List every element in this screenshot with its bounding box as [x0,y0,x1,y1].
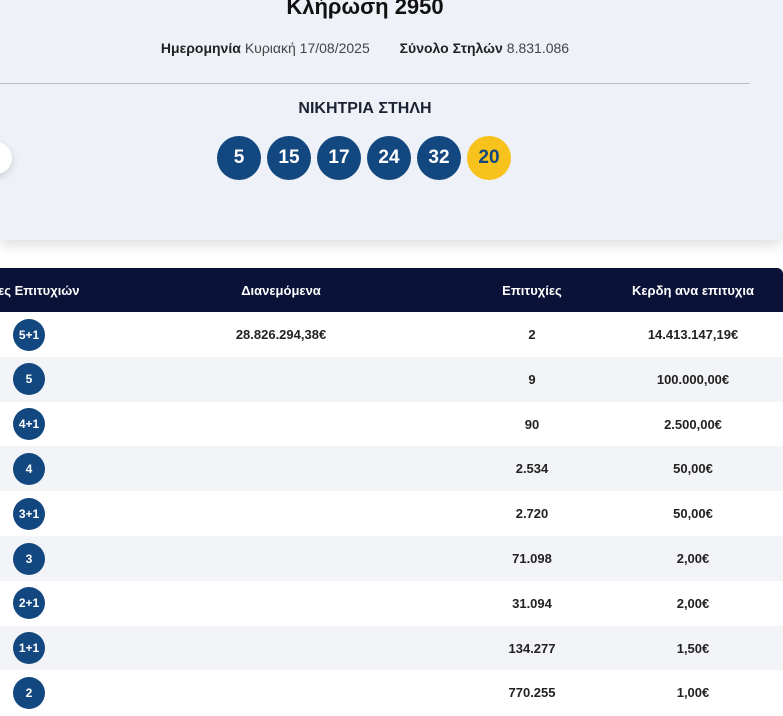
winners: 134.277 [508,640,556,656]
table-header [0,268,783,312]
category-badge: 5 [13,363,45,396]
prize: 2,00€ [676,551,710,566]
category-badge: 5+1 [13,318,45,351]
ball: 15 [267,136,311,180]
total: 8.831.086 [506,40,570,56]
date-label: Ημερομηνία [160,40,241,56]
column-header: Κερδη ανα επιτυχια [631,283,755,298]
winners: 770.255 [508,685,556,701]
winners: 2 [528,327,536,342]
column-header: ορίες Επιτυχιών [0,283,80,298]
nav-button[interactable] [0,142,12,174]
table-row [0,312,783,357]
divider [0,83,750,84]
category-badge: 1+1 [13,632,45,665]
ball: 24 [367,136,411,180]
ball: 32 [417,136,461,180]
prize: 14.413.147,19€ [647,327,739,342]
prize: 50,00€ [673,461,713,477]
table-row [0,356,783,402]
table-row [0,580,783,626]
meta: Ημερομηνία Κυριακή 17/08/2025 Σύνολο Στηλ… [0,40,730,56]
winners: 9 [528,371,536,387]
category-badge: 2 [13,676,45,709]
winners: 2.720 [515,506,549,522]
column-header: Επιτυχίες [502,283,562,298]
prize: 2,00€ [676,595,710,611]
column-header: Διανεμόμενα [241,283,321,298]
prize: 1,50€ [676,640,710,656]
winners: 90 [524,416,540,432]
category-badge: 3+1 [13,497,45,530]
date: Κυριακή 17/08/2025 [244,40,370,56]
table-row [0,491,783,537]
distributed: 28.826.294,38€ [235,327,327,342]
table-row [0,670,783,716]
ball: 5 [217,136,261,180]
prize: 100.000,00€ [656,371,730,387]
winners: 2.534 [515,461,549,477]
winning-label: ΝΙΚΗΤΡΙΑ ΣΤΗΛΗ [298,100,432,117]
category-badge: 4+1 [13,408,45,441]
prize: 1,00€ [676,685,710,701]
category-badge: 2+1 [13,587,45,620]
ball: 17 [317,136,361,180]
table-row [0,446,783,492]
winners: 31.094 [512,595,552,611]
total-label: Σύνολο Στηλών [399,40,503,56]
table-row [0,625,783,671]
table-row [0,401,783,447]
prize: 50,00€ [673,506,713,522]
category-badge: 3 [13,542,45,575]
bonus-ball: 20 [467,136,511,180]
prize: 2.500,00€ [664,416,722,432]
table-row [0,536,783,581]
draw-panel [0,0,783,240]
winners: 71.098 [512,551,552,566]
title: Κλήρωση 2950 [286,0,444,19]
category-badge: 4 [13,452,45,485]
